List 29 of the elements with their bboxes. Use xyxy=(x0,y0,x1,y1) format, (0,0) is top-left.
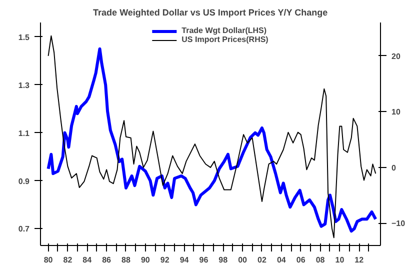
y2-tick-label: 10 xyxy=(392,108,401,117)
x-tick-label: 92 xyxy=(160,256,170,264)
y2-tick-label: 0 xyxy=(392,163,396,172)
x-tick-label: 04 xyxy=(276,256,286,264)
legend-label: Trade Wgt Dollar(LHS) xyxy=(182,26,267,35)
legend-label: US Import Prices(RHS) xyxy=(182,35,268,44)
x-tick-label: 00 xyxy=(238,256,248,264)
x-tick-label: 88 xyxy=(122,256,131,264)
chart-title: Trade Weighted Dollar vs US Import Prices Y/Y Change xyxy=(93,8,328,18)
x-tick-label: 98 xyxy=(218,256,228,264)
y2-tick-label: 20 xyxy=(392,52,401,61)
x-tick-label: 94 xyxy=(180,256,190,264)
x-tick-label: 06 xyxy=(296,256,306,264)
y2-tick-label: −10 xyxy=(392,219,406,228)
y-tick-label: 0.7 xyxy=(18,224,30,234)
y-tick-label: 1.1 xyxy=(18,128,30,138)
x-tick-label: 80 xyxy=(44,256,54,264)
y-tick-label: 1.5 xyxy=(18,32,30,42)
x-tick-label: 90 xyxy=(140,256,150,264)
x-tick-label: 08 xyxy=(316,256,326,264)
x-tick-label: 02 xyxy=(258,256,267,264)
x-tick-label: 96 xyxy=(199,256,209,264)
x-tick-label: 82 xyxy=(63,256,73,264)
y-tick-label: 0.9 xyxy=(18,176,30,186)
x-tick-label: 10 xyxy=(335,256,345,264)
x-tick-label: 12 xyxy=(354,256,364,264)
x-tick-label: 86 xyxy=(102,256,112,264)
x-tick-label: 84 xyxy=(82,256,92,264)
y-tick-label: 1.3 xyxy=(18,80,30,90)
